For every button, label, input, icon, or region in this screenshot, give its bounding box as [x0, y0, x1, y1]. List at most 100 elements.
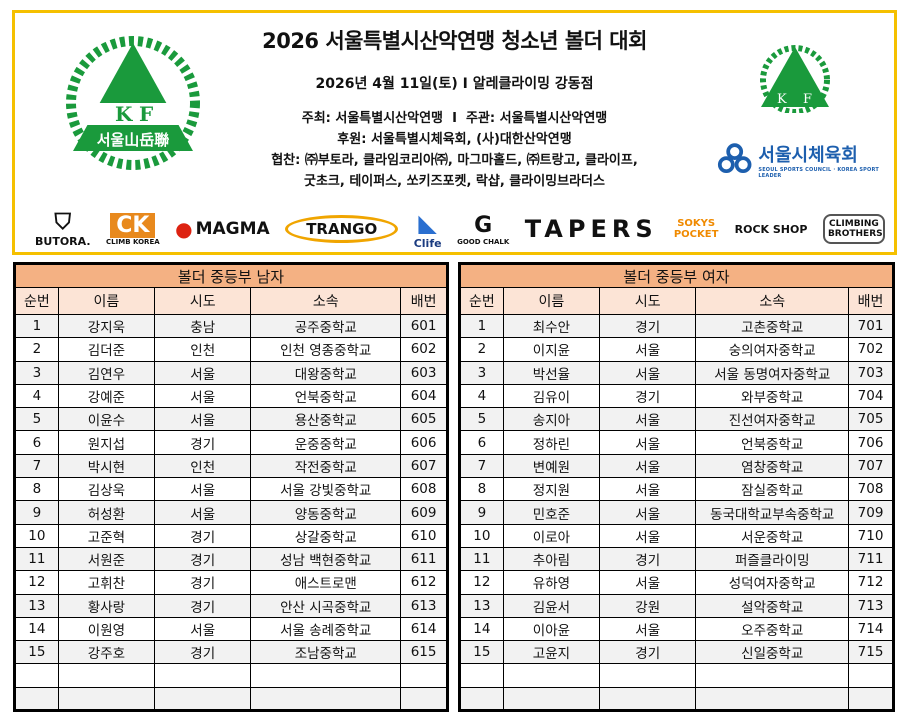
event-title: 2026 서울특별시산악연맹 청소년 볼더 대회: [262, 29, 647, 53]
sponsor-logo-magma: ● MAGMA: [175, 217, 270, 241]
cell: 설악중학교: [695, 593, 850, 618]
cell: 708: [848, 477, 894, 502]
cell: 704: [848, 383, 894, 409]
sponsor-logo-sokys: SOKYS POCKET: [673, 218, 719, 240]
cell: 4: [459, 383, 504, 409]
column-header: 배번: [400, 287, 448, 315]
cell: 인천: [154, 337, 252, 362]
cell: 고휘찬: [57, 570, 156, 595]
cell: 9: [459, 500, 504, 525]
cell: 612: [400, 570, 448, 595]
cell: 611: [400, 546, 448, 572]
cell: 유하영: [502, 570, 601, 595]
cell: 서울 송례중학교: [250, 616, 402, 642]
table-row: 9 민호준 서울 동국대학교부속중학교 709: [459, 500, 894, 525]
cell: 서운중학교: [695, 523, 850, 548]
svg-text:서울山岳聯: 서울山岳聯: [97, 131, 170, 149]
cell: 잠실중학교: [695, 477, 850, 502]
table-row: 7 박시현 인천 작전중학교 607: [14, 453, 448, 479]
cell: 613: [400, 593, 448, 618]
column-header: 시도: [154, 287, 252, 315]
table-row: 15 고윤지 경기 신일중학교 715: [459, 640, 894, 665]
cell: 9: [14, 500, 59, 525]
cell: [599, 686, 697, 712]
table-row: 6 정하린 서울 언북중학교 706: [459, 430, 894, 455]
sponsor-logo-clife: ◣ Clife: [413, 208, 442, 250]
cell: 고촌중학교: [695, 313, 850, 339]
table-row: [459, 663, 894, 688]
table-row: 1 강지욱 충남 공주중학교 601: [14, 313, 448, 339]
cell: 애스트로맨: [250, 570, 402, 595]
cell: [400, 663, 448, 688]
table-boulder-middle-boys: 볼더 중등부 남자 순번 이름 시도 소속 배번 1 강지욱 충남 공주중학교 601 2 김더준 인천 인…: [13, 262, 449, 713]
cell: 607: [400, 453, 448, 479]
column-header: 시도: [599, 287, 697, 315]
cell: [695, 686, 850, 712]
cell: 서울: [599, 407, 697, 432]
seoul-alpine-federation-logo: K F 서울山岳聯: [66, 36, 200, 170]
cell: 605: [400, 407, 448, 432]
table-row: 4 김유이 경기 와부중학교 704: [459, 383, 894, 409]
cell: [250, 663, 402, 688]
cell: 8: [459, 477, 504, 502]
cell: 허성환: [57, 500, 156, 525]
table-row: 14 이아윤 서울 오주중학교 714: [459, 616, 894, 642]
table-row: 7 변예원 서울 염창중학교 707: [459, 453, 894, 479]
cell: 박선율: [502, 360, 601, 385]
cell: 원지섭: [57, 430, 156, 455]
cell: 7: [14, 453, 59, 479]
cell: [57, 686, 156, 712]
table-row: 3 김연우 서울 대왕중학교 603: [14, 360, 448, 385]
cell: 인천 영종중학교: [250, 337, 402, 362]
cell: 김윤서: [502, 593, 601, 618]
table-row: 15 강주호 경기 조남중학교 615: [14, 640, 448, 665]
cell: 12: [459, 570, 504, 595]
cell: 11: [459, 546, 504, 572]
cell: 715: [848, 640, 894, 665]
cell: 705: [848, 407, 894, 432]
table-row: 10 고준혁 경기 상갈중학교 610: [14, 523, 448, 548]
cell: 오주중학교: [695, 616, 850, 642]
cell: 서울: [599, 616, 697, 642]
cell: [14, 686, 59, 712]
cell: 고준혁: [57, 523, 156, 548]
cell: 6: [459, 430, 504, 455]
cell: 김상욱: [57, 477, 156, 502]
cell: 경기: [154, 430, 252, 455]
cell: 경기: [599, 313, 697, 339]
cell: 서울: [599, 523, 697, 548]
table-row: 12 유하영 서울 성덕여자중학교 712: [459, 570, 894, 595]
cell: 강주호: [57, 640, 156, 665]
table-row: 13 김윤서 강원 설악중학교 713: [459, 593, 894, 618]
cell: 성남 백현중학교: [250, 546, 402, 572]
cell: 황사랑: [57, 593, 156, 618]
column-header: 배번: [848, 287, 894, 315]
svg-text:F: F: [803, 92, 812, 107]
svg-text:K: K: [777, 92, 787, 107]
cell: 1: [14, 313, 59, 339]
cell: 신일중학교: [695, 640, 850, 665]
cell: 정하린: [502, 430, 601, 455]
cell: [57, 663, 156, 688]
cell: 김연우: [57, 360, 156, 385]
cell: 이윤수: [57, 407, 156, 432]
cell: 추아림: [502, 546, 601, 572]
cell: [400, 686, 448, 712]
cell: 작전중학교: [250, 453, 402, 479]
cell: 14: [459, 616, 504, 642]
cell: 운중중학교: [250, 430, 402, 455]
cell: 713: [848, 593, 894, 618]
cell: 15: [459, 640, 504, 665]
column-header: 이름: [57, 287, 156, 315]
cell: 710: [848, 523, 894, 548]
table-row: [14, 663, 448, 688]
cell: 610: [400, 523, 448, 548]
cell: 최수안: [502, 313, 601, 339]
cell: 1: [459, 313, 504, 339]
cell: 707: [848, 453, 894, 479]
cell: 경기: [599, 640, 697, 665]
cell: 서울: [599, 453, 697, 479]
cell: 와부중학교: [695, 383, 850, 409]
cell: 민호준: [502, 500, 601, 525]
cell: 변예원: [502, 453, 601, 479]
